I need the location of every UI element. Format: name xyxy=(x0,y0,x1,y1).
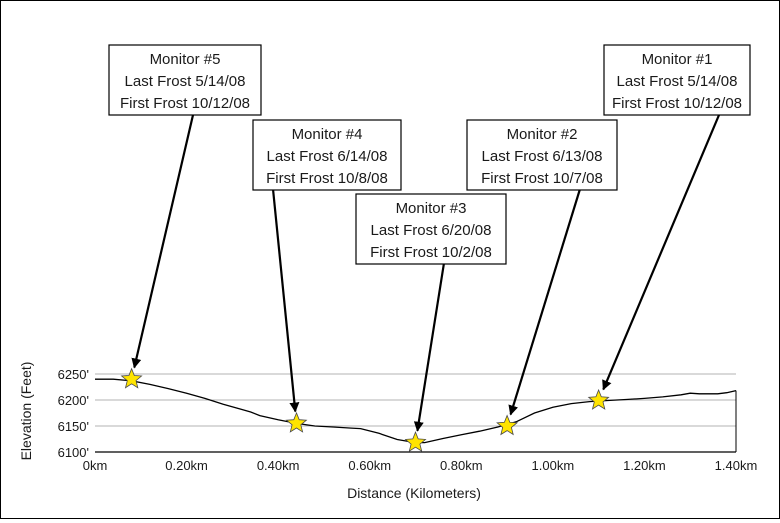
y-tick-label: 6200' xyxy=(58,393,89,408)
monitor-callout: Monitor #3 Last Frost 6/20/08 First Frost … xyxy=(355,193,507,265)
x-tick-label: 0km xyxy=(83,458,108,473)
first-frost-text: First Frost 10/12/08 xyxy=(612,95,742,112)
monitor-name: Monitor #4 xyxy=(292,126,363,143)
monitor-name: Monitor #1 xyxy=(642,51,713,68)
x-tick-label: 0.20km xyxy=(165,458,208,473)
gridlines xyxy=(95,373,737,453)
y-tick-label: 6250' xyxy=(58,367,89,382)
callout-box xyxy=(466,119,618,191)
first-frost-text: First Frost 10/2/08 xyxy=(370,244,492,261)
y-axis-ticks: 6100' 6150' 6200' 6250' xyxy=(58,367,89,460)
monitor-star-marker xyxy=(496,414,519,436)
last-frost-text: Last Frost 6/14/08 xyxy=(267,148,388,165)
monitor-callout: Monitor #1 Last Frost 5/14/08 First Frost … xyxy=(603,44,751,116)
monitor-arrow xyxy=(602,114,721,391)
callout-box xyxy=(252,119,402,191)
x-tick-label: 0.40km xyxy=(257,458,300,473)
x-tick-label: 0.60km xyxy=(348,458,391,473)
monitor-callout: Monitor #5 Last Frost 5/14/08 First Frost … xyxy=(108,44,262,116)
monitor-arrow xyxy=(131,114,195,369)
monitor-arrow xyxy=(508,188,582,416)
last-frost-text: Last Frost 5/14/08 xyxy=(617,73,738,90)
last-frost-text: Last Frost 6/20/08 xyxy=(371,222,492,239)
last-frost-text: Last Frost 6/13/08 xyxy=(482,148,603,165)
first-frost-text: First Frost 10/8/08 xyxy=(266,170,388,187)
y-tick-label: 6100' xyxy=(58,445,89,460)
monitor-name: Monitor #5 xyxy=(150,51,221,68)
monitor-callout: Monitor #2 Last Frost 6/13/08 First Frost … xyxy=(466,119,618,191)
y-tick-label: 6150' xyxy=(58,419,89,434)
monitor-arrow xyxy=(413,262,446,432)
x-axis-label: Distance (Kilometers) xyxy=(347,485,481,501)
x-tick-label: 1.00km xyxy=(532,458,575,473)
monitor-star-marker xyxy=(404,431,427,452)
callout-box xyxy=(355,193,507,265)
monitor-star-marker xyxy=(587,388,610,410)
last-frost-text: Last Frost 5/14/08 xyxy=(125,73,246,90)
callouts-layer: Monitor #5 Last Frost 5/14/08 First Frost … xyxy=(108,44,751,265)
x-axis-ticks: 0km 0.20km 0.40km 0.60km 0.80km 1.00km 1.20km 1… xyxy=(83,458,758,473)
y-axis-label: Elevation (Feet) xyxy=(18,362,34,461)
monitor-star-marker xyxy=(120,367,143,389)
x-tick-label: 1.40km xyxy=(715,458,758,473)
callout-box xyxy=(603,44,751,116)
first-frost-text: First Frost 10/12/08 xyxy=(120,95,250,112)
monitor-name: Monitor #3 xyxy=(396,200,467,217)
callout-box xyxy=(108,44,262,116)
monitor-star-marker xyxy=(285,411,308,433)
monitor-callout: Monitor #4 Last Frost 6/14/08 First Frost … xyxy=(252,119,402,191)
x-tick-label: 1.20km xyxy=(623,458,666,473)
stars-layer xyxy=(120,367,610,452)
x-tick-label: 0.80km xyxy=(440,458,483,473)
monitor-name: Monitor #2 xyxy=(507,126,578,143)
first-frost-text: First Frost 10/7/08 xyxy=(481,170,603,187)
monitor-arrow xyxy=(271,188,300,413)
arrows-layer xyxy=(131,114,721,432)
